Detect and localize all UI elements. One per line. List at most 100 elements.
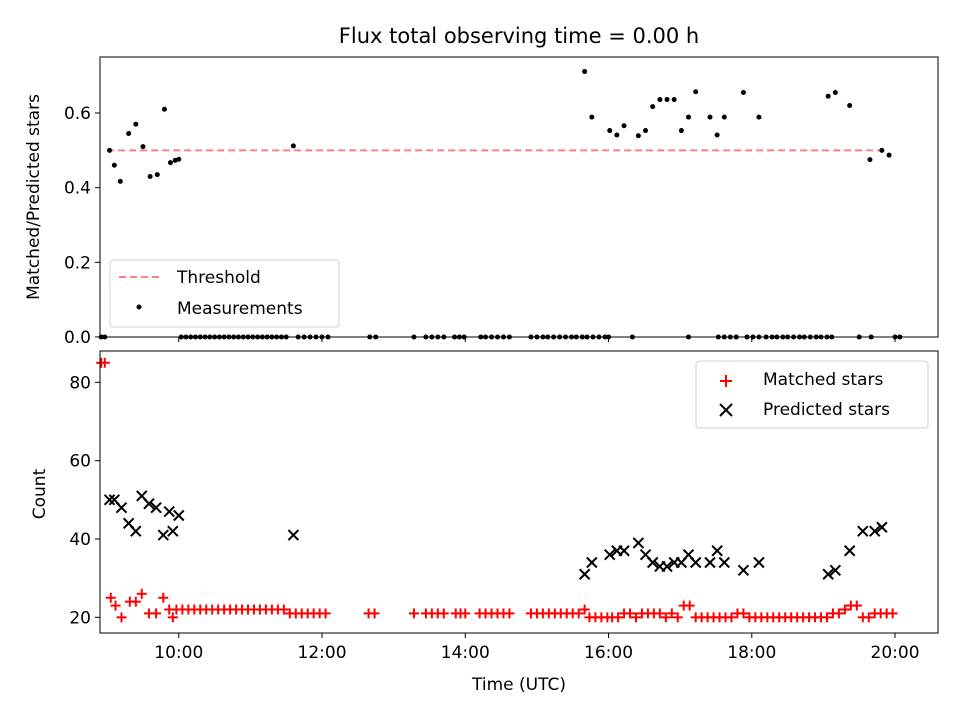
measurement-point [721, 114, 727, 120]
chart-title: Flux total observing time = 0.00 h [339, 24, 699, 48]
count-legend: Matched stars Predicted stars [695, 360, 929, 429]
matched-stars-point [726, 612, 737, 623]
count-y-tick-label: 60 [69, 452, 91, 472]
measurement-point [686, 114, 692, 120]
ratio-x-ticks [178, 337, 896, 342]
matched-stars-point [460, 608, 471, 619]
predicted-legend-swatch [719, 403, 733, 417]
matched-stars-point [167, 612, 178, 623]
measurement-point [161, 106, 167, 112]
predicted-stars-point [753, 556, 765, 569]
count-x-tick-label: 16:00 [584, 643, 633, 663]
predicted-stars-point [143, 498, 155, 510]
predicted-stars-point [843, 545, 856, 557]
predicted-legend-label: Predicted stars [763, 400, 890, 420]
measurement-point [657, 97, 663, 103]
matched-stars-point [105, 592, 116, 603]
measurement-point [154, 172, 160, 178]
measurement-point [133, 121, 139, 127]
predicted-stars-point [173, 509, 185, 522]
matched-stars-point [110, 600, 121, 611]
predicted-stars-point [876, 521, 888, 533]
predicted-stars-point [287, 529, 300, 541]
measurement-point [643, 128, 649, 134]
count-legend-box [695, 360, 929, 429]
matched-stars-point [116, 612, 127, 623]
matched-stars-point [408, 608, 419, 619]
count-x-tick-label: 12:00 [298, 643, 347, 663]
measurement-point [671, 97, 677, 103]
matched-stars-point [136, 588, 147, 599]
predicted-stars-point [578, 568, 591, 580]
predicted-stars-point [604, 548, 616, 561]
predicted-stars-point [689, 556, 702, 569]
count-x-tick-label: 20:00 [871, 643, 920, 663]
measurement-point [176, 156, 182, 162]
matched-stars-point [863, 612, 874, 623]
measurement-point [589, 114, 595, 120]
matched-stars-point [130, 596, 141, 607]
predicted-stars-point [150, 501, 162, 514]
ratio-legend-box [109, 259, 340, 328]
measurement-point [117, 178, 123, 184]
predicted-stars-point [157, 529, 169, 541]
predicted-stars-point [718, 556, 731, 569]
ratio-y-tick-label: 0.6 [64, 104, 91, 124]
matched-stars-point [887, 608, 898, 619]
matched-stars-point [684, 600, 695, 611]
matched-stars-point [158, 592, 169, 603]
measurement-point [832, 89, 838, 95]
measurement-point [621, 123, 627, 129]
count-y-axis-label: Count [30, 468, 50, 519]
measurement-point [756, 114, 762, 120]
measurement-point [707, 114, 713, 120]
matched-stars-point [851, 600, 862, 611]
matched-stars-point [438, 608, 449, 619]
count-x-tick-label: 10:00 [154, 643, 203, 663]
measurements-legend-swatch [136, 304, 142, 310]
measurement-point [847, 103, 853, 109]
predicted-stars-point [704, 556, 716, 569]
count-marks [96, 357, 898, 623]
measurement-point [886, 152, 892, 158]
count-x-ticks: 10:00 12:00 14:00 16:00 18:00 20:00 [154, 633, 920, 663]
measurement-point [867, 157, 873, 163]
ratio-legend: Threshold Measurements [109, 259, 340, 328]
x-axis-label: Time (UTC) [471, 675, 566, 695]
matched-stars-point [833, 608, 844, 619]
count-y-tick-label: 40 [69, 530, 91, 550]
measurement-point [693, 89, 699, 95]
matched-stars-point [278, 604, 289, 615]
predicted-stars-point [130, 525, 142, 537]
predicted-stars-point [737, 564, 750, 577]
matched-stars-point [666, 608, 677, 619]
measurement-point [607, 128, 613, 134]
measurement-point [879, 147, 885, 153]
predicted-stars-point [167, 525, 179, 537]
measurement-point [635, 133, 641, 139]
measurement-point [140, 144, 146, 150]
count-x-tick-label: 14:00 [441, 643, 490, 663]
measurement-point [740, 89, 746, 95]
predicted-stars-point [586, 556, 598, 569]
count-x-tick-label: 18:00 [727, 643, 776, 663]
measurement-point [107, 147, 113, 153]
measurement-point [678, 128, 684, 134]
predicted-stars-point [857, 525, 869, 537]
matched-stars-point [369, 608, 380, 619]
ratio-panel: 0.0 0.2 0.4 0.6 Matched/Predicted stars Thr… [24, 56, 939, 348]
measurement-point [582, 69, 588, 75]
ratio-axes-frame [99, 56, 939, 338]
matched-stars-point [821, 612, 832, 623]
measurement-point [111, 162, 117, 168]
measurement-point [614, 132, 620, 138]
ratio-y-tick-label: 0.2 [64, 253, 91, 273]
predicted-stars-point [829, 564, 842, 577]
predicted-stars-point [711, 545, 723, 557]
matched-stars-point [672, 612, 683, 623]
ratio-y-axis-label: Matched/Predicted stars [24, 94, 44, 300]
matched-stars-point [504, 608, 515, 619]
matched-stars-point [630, 612, 641, 623]
